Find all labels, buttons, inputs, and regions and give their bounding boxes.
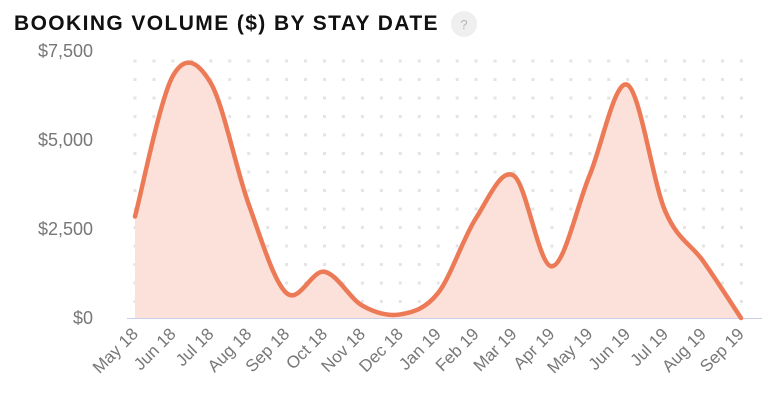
data-point-may-18[interactable] (132, 214, 138, 220)
x-tick-label: Jun 18 (130, 324, 180, 374)
y-tick-label: $0 (73, 308, 93, 328)
data-point-may-19[interactable] (587, 173, 593, 179)
series-line (132, 60, 744, 321)
y-tick-label: $7,500 (38, 41, 93, 61)
chart-title: BOOKING VOLUME ($) BY STAY DATE (14, 12, 439, 35)
data-point-dec-18[interactable] (397, 311, 403, 317)
x-tick-label: May 18 (89, 324, 142, 377)
data-point-oct-18[interactable] (321, 269, 327, 275)
data-point-aug-18[interactable] (246, 201, 252, 207)
help-icon[interactable]: ? (450, 11, 477, 37)
data-point-jun-18[interactable] (170, 73, 176, 79)
data-point-mar-19[interactable] (511, 173, 517, 179)
data-point-jan-19[interactable] (435, 290, 441, 296)
data-point-jun-19[interactable] (624, 82, 630, 88)
area-fill (135, 62, 741, 318)
y-axis-ticks: $0 $2,500 $5,000 $7,500 (38, 41, 93, 328)
data-point-sep-19[interactable] (738, 315, 744, 321)
chart-header: BOOKING VOLUME ($) BY STAY DATE ? (14, 8, 477, 40)
data-point-feb-19[interactable] (473, 215, 479, 221)
x-tick-label: Jun 19 (585, 324, 635, 374)
y-tick-label: $2,500 (38, 219, 93, 239)
x-tick-label: Mar 19 (470, 324, 521, 375)
data-point-jul-18[interactable] (208, 80, 214, 86)
data-point-sep-18[interactable] (284, 290, 290, 296)
y-tick-label: $5,000 (38, 130, 93, 150)
data-point-apr-19[interactable] (549, 263, 555, 269)
data-point-jul-19[interactable] (662, 208, 668, 214)
data-point-nov-18[interactable] (359, 303, 365, 309)
data-point-aug-19[interactable] (700, 258, 706, 264)
